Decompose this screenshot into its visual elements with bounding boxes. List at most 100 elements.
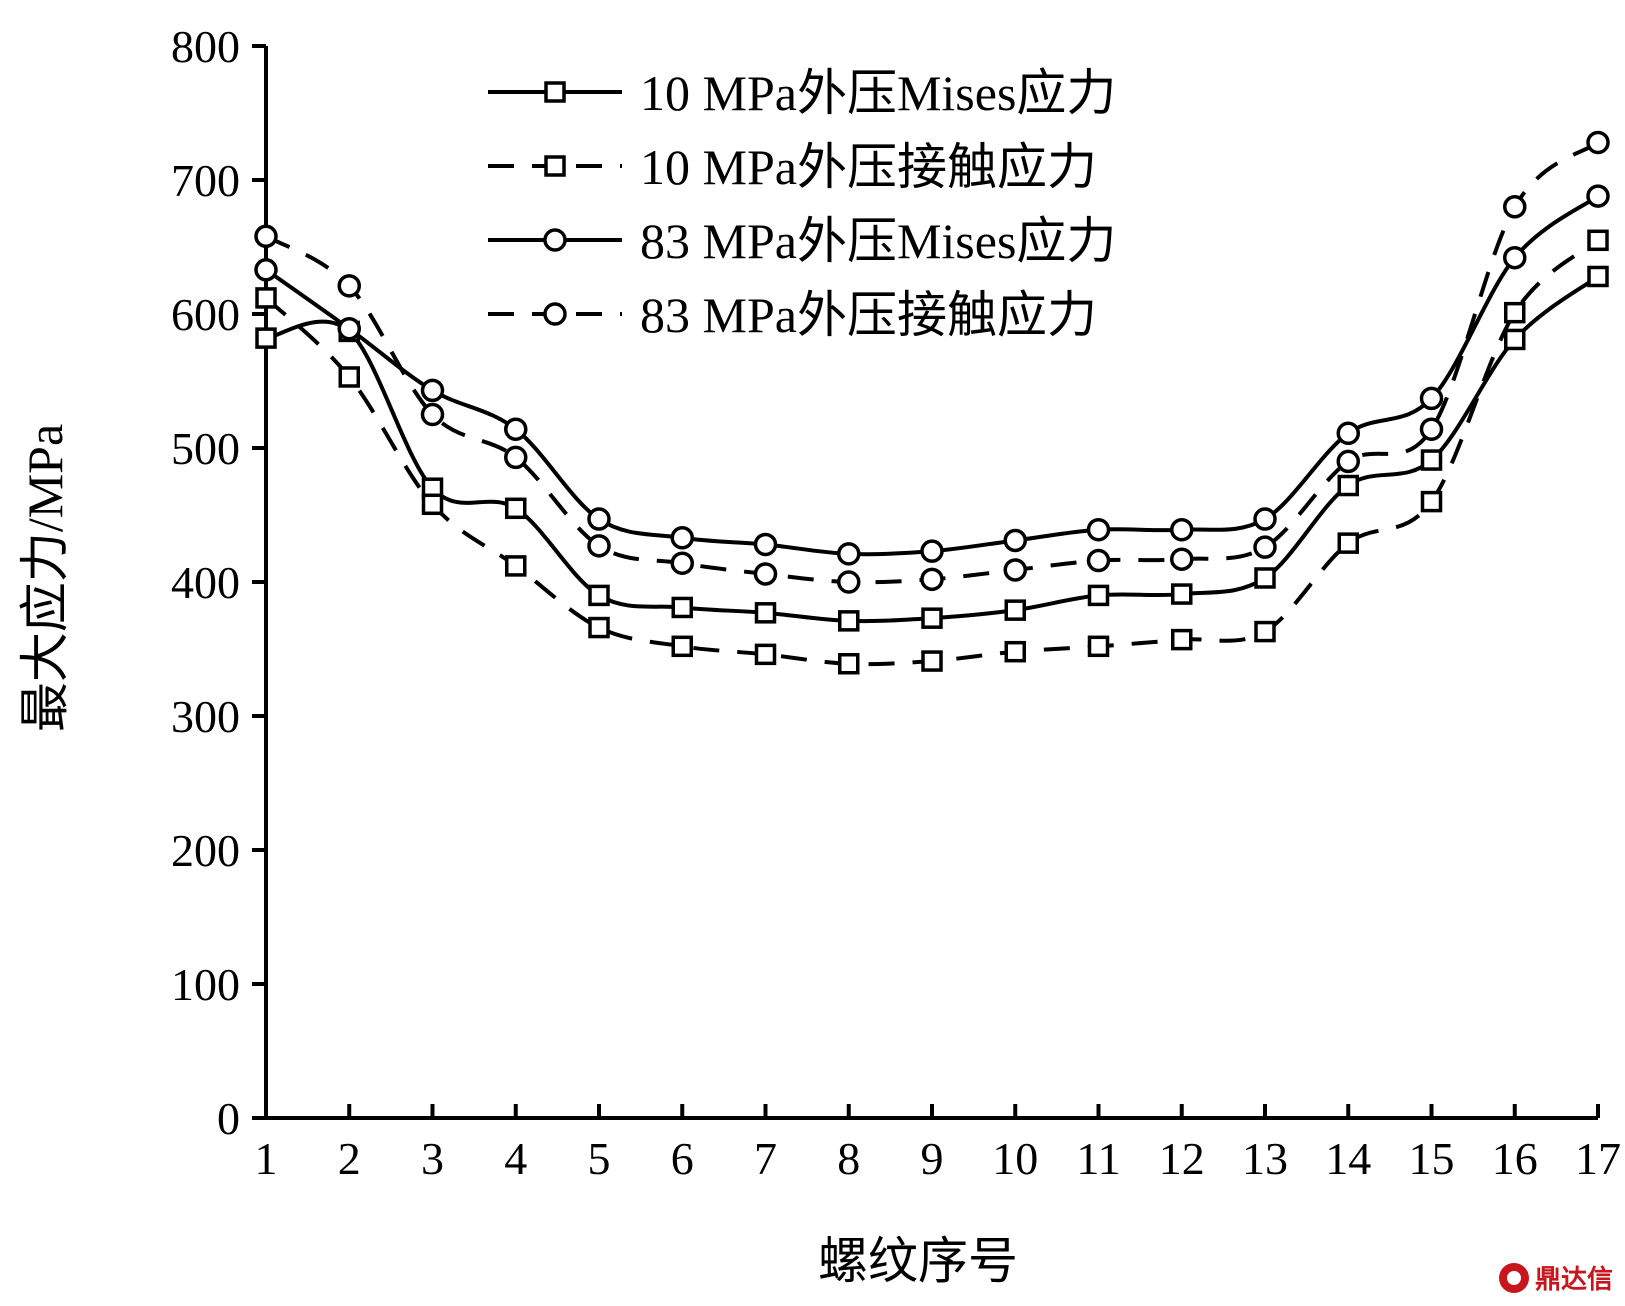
data-point bbox=[254, 258, 278, 282]
data-point bbox=[838, 610, 860, 632]
data-point bbox=[920, 567, 944, 592]
data-point bbox=[1420, 490, 1443, 513]
data-point bbox=[338, 366, 360, 388]
legend-marker bbox=[544, 81, 566, 103]
data-point bbox=[921, 650, 943, 672]
data-point bbox=[1504, 328, 1526, 351]
data-point bbox=[1170, 547, 1194, 571]
data-point bbox=[504, 417, 528, 441]
legend-entry-1: 10 MPa外压Mises应力 bbox=[488, 65, 1116, 121]
x-tick-label: 17 bbox=[1575, 1133, 1621, 1184]
data-point bbox=[337, 316, 361, 341]
data-point bbox=[1003, 558, 1027, 582]
series-layer bbox=[254, 130, 1610, 675]
legend-marker bbox=[543, 302, 567, 326]
x-tick-label: 11 bbox=[1076, 1133, 1120, 1184]
data-point bbox=[1419, 386, 1444, 411]
x-tick-label: 2 bbox=[338, 1133, 361, 1184]
data-point bbox=[255, 327, 277, 349]
y-tick-label: 600 bbox=[171, 289, 240, 340]
data-point bbox=[505, 497, 527, 520]
x-tick-label: 6 bbox=[671, 1133, 694, 1184]
data-point bbox=[1171, 628, 1193, 651]
data-point bbox=[1254, 620, 1276, 643]
legend-label: 83 MPa外压接触应力 bbox=[640, 287, 1097, 343]
data-point bbox=[587, 534, 611, 558]
data-point bbox=[921, 607, 943, 629]
x-tick-label: 3 bbox=[421, 1133, 444, 1184]
x-tick-label: 5 bbox=[588, 1133, 611, 1184]
data-point bbox=[753, 562, 778, 586]
data-point bbox=[671, 596, 693, 619]
data-point bbox=[1253, 507, 1277, 531]
data-point bbox=[588, 584, 610, 607]
data-point bbox=[1419, 417, 1444, 441]
series-4 bbox=[254, 130, 1610, 594]
y-tick-label: 800 bbox=[171, 21, 240, 72]
data-point bbox=[670, 526, 694, 550]
y-tick-label: 200 bbox=[171, 825, 240, 876]
data-point bbox=[255, 287, 277, 309]
x-tick-label: 16 bbox=[1492, 1133, 1538, 1184]
x-tick-label: 12 bbox=[1159, 1133, 1205, 1184]
data-point bbox=[920, 539, 944, 563]
y-axis-title: 最大应力/MPa bbox=[17, 424, 73, 732]
data-point bbox=[754, 602, 777, 624]
data-point bbox=[421, 493, 444, 516]
legend-label: 10 MPa外压Mises应力 bbox=[640, 65, 1116, 121]
data-point bbox=[754, 643, 777, 666]
legend-label: 10 MPa外压接触应力 bbox=[640, 139, 1097, 195]
data-point bbox=[420, 402, 445, 427]
data-point bbox=[1587, 229, 1609, 252]
data-point bbox=[254, 224, 278, 249]
data-point bbox=[1336, 449, 1360, 474]
legend-entry-4: 83 MPa外压接触应力 bbox=[488, 287, 1097, 343]
series-2 bbox=[255, 229, 1609, 675]
x-tick-label: 9 bbox=[921, 1133, 944, 1184]
data-point bbox=[1420, 449, 1443, 471]
data-point bbox=[837, 570, 861, 594]
data-point bbox=[420, 378, 445, 403]
data-point bbox=[1337, 474, 1359, 497]
data-point bbox=[1086, 548, 1111, 573]
legend: 10 MPa外压Mises应力 10 MPa外压接触应力 83 MPa外压Mises… bbox=[488, 65, 1116, 343]
data-point bbox=[1253, 535, 1277, 559]
x-tick-label: 4 bbox=[504, 1133, 527, 1184]
data-point bbox=[1336, 421, 1360, 446]
data-point bbox=[1087, 584, 1110, 607]
x-tick-label: 10 bbox=[992, 1133, 1038, 1184]
x-tick-label: 13 bbox=[1242, 1133, 1288, 1184]
y-tick-label: 400 bbox=[171, 557, 240, 608]
x-axis-title: 螺纹序号 bbox=[818, 1233, 1018, 1289]
legend-marker bbox=[544, 155, 566, 177]
data-point bbox=[587, 507, 611, 531]
x-tick-label: 1 bbox=[255, 1133, 278, 1184]
series-line bbox=[264, 140, 1600, 585]
data-point bbox=[1170, 517, 1194, 542]
data-point bbox=[1586, 130, 1610, 155]
data-point bbox=[1003, 528, 1027, 553]
data-point bbox=[1586, 184, 1610, 208]
data-point bbox=[838, 652, 860, 675]
data-point bbox=[504, 445, 528, 470]
data-point bbox=[1503, 195, 1527, 219]
data-point bbox=[1086, 517, 1111, 542]
data-point bbox=[1337, 532, 1359, 554]
data-point bbox=[670, 551, 694, 575]
y-tick-label: 100 bbox=[171, 959, 240, 1010]
data-point bbox=[588, 616, 610, 639]
data-point bbox=[1503, 245, 1527, 270]
data-point bbox=[337, 274, 361, 298]
legend-entry-3: 83 MPa外压Mises应力 bbox=[488, 213, 1116, 269]
watermark-text: 鼎达信 bbox=[1534, 1265, 1613, 1295]
data-point bbox=[1171, 583, 1193, 605]
y-tick-label: 300 bbox=[171, 691, 240, 742]
data-point bbox=[505, 555, 527, 577]
legend-label: 83 MPa外压Mises应力 bbox=[640, 213, 1116, 269]
x-tick-label: 7 bbox=[754, 1133, 777, 1184]
data-point bbox=[1004, 599, 1026, 621]
data-point bbox=[753, 532, 778, 557]
legend-entry-2: 10 MPa外压接触应力 bbox=[488, 139, 1097, 195]
